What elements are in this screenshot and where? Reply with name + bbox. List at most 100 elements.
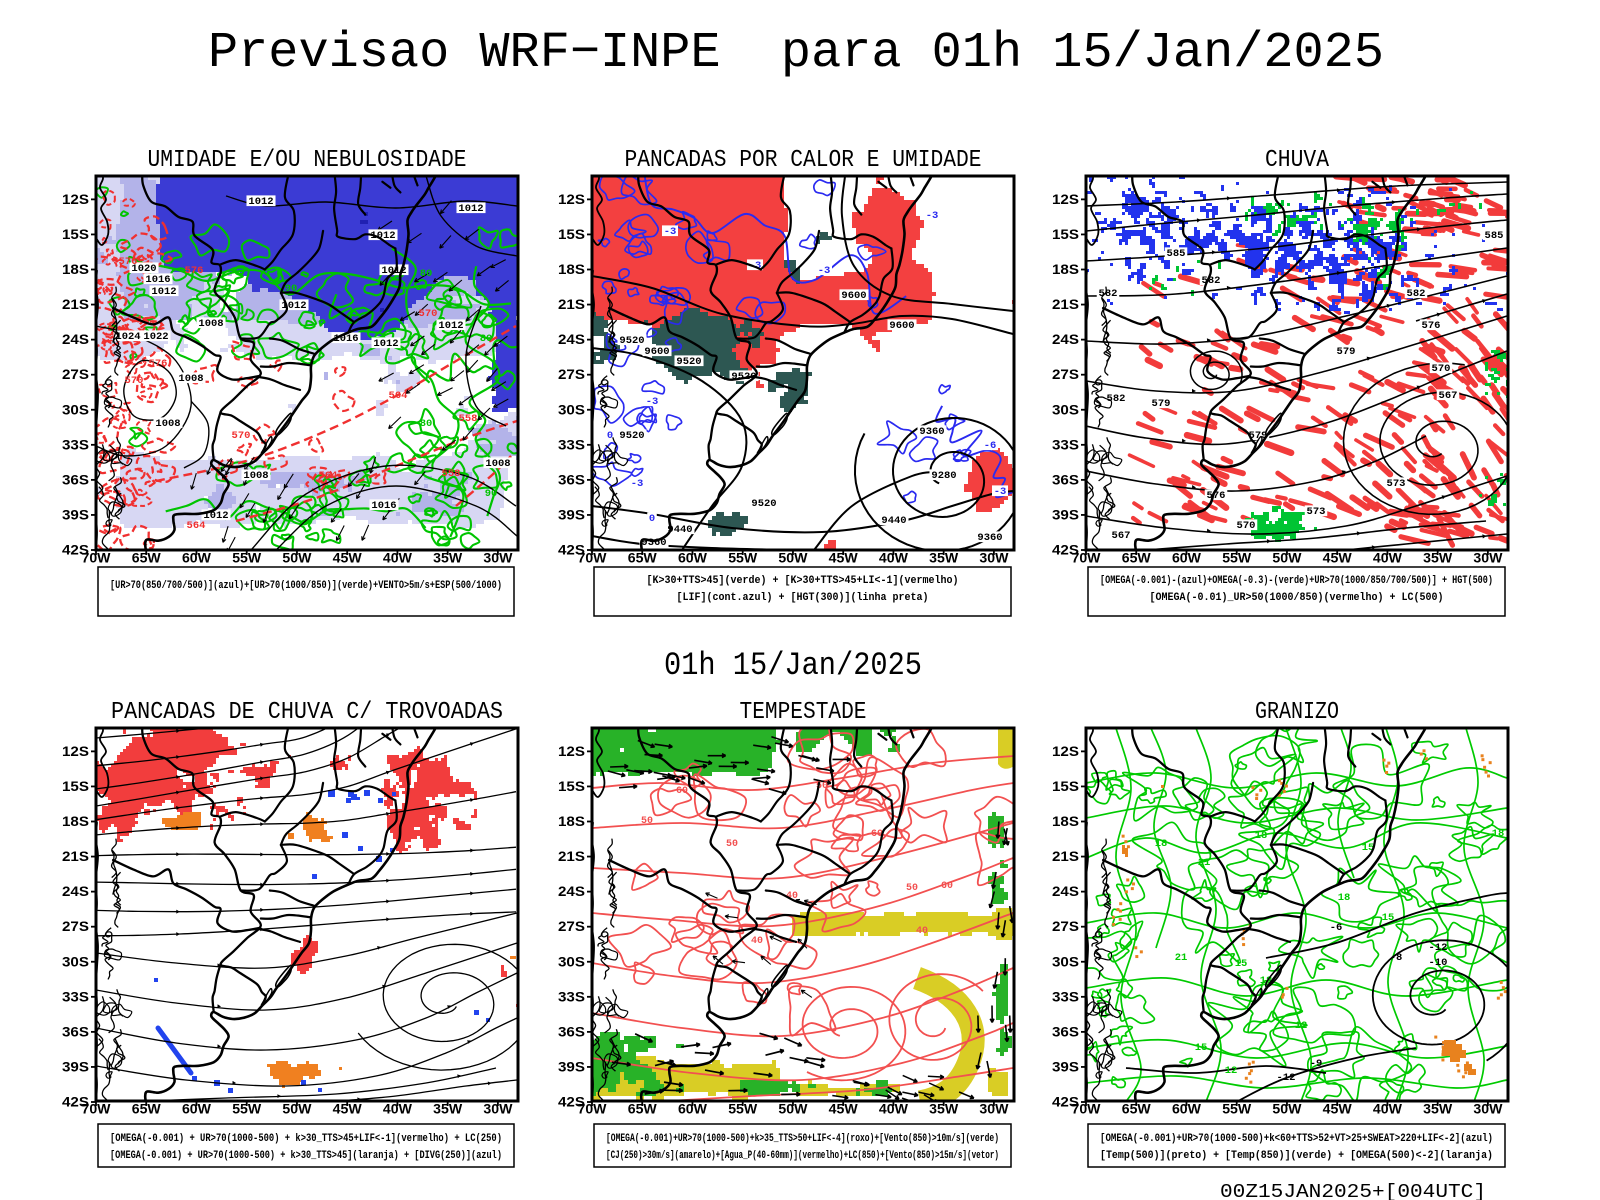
- svg-text:1016: 1016: [371, 500, 396, 512]
- svg-text:9600: 9600: [889, 320, 914, 332]
- svg-text:15S: 15S: [1052, 227, 1079, 242]
- svg-text:[OMEGA(-0.001) + UR>70(1000-50: [OMEGA(-0.001) + UR>70(1000-500) + k>30_…: [110, 1133, 502, 1145]
- svg-text:36S: 36S: [558, 472, 585, 487]
- svg-text:21S: 21S: [1052, 849, 1079, 864]
- svg-text:564: 564: [319, 470, 338, 482]
- svg-text:0: 0: [607, 430, 613, 442]
- svg-text:1012: 1012: [248, 196, 273, 208]
- svg-text:50W: 50W: [1272, 1102, 1301, 1117]
- svg-text:80: 80: [480, 333, 493, 345]
- svg-text:1008: 1008: [155, 418, 180, 430]
- svg-text:70W: 70W: [82, 1102, 111, 1117]
- svg-text:27S: 27S: [558, 919, 585, 934]
- svg-text:21S: 21S: [62, 297, 89, 312]
- svg-text:18S: 18S: [62, 262, 89, 277]
- svg-text:-12: -12: [1429, 942, 1448, 954]
- svg-text:567: 567: [1439, 390, 1458, 402]
- svg-text:[OMEGA(-0.001)-(azul)+OMEGA(-0: [OMEGA(-0.001)-(azul)+OMEGA(-0.3)-(verde…: [1100, 575, 1493, 587]
- svg-text:42S: 42S: [1052, 1095, 1079, 1110]
- svg-text:60: 60: [941, 881, 953, 892]
- svg-text:36S: 36S: [62, 1024, 89, 1039]
- svg-text:45W: 45W: [333, 551, 362, 566]
- svg-text:60W: 60W: [1172, 551, 1201, 566]
- svg-text:39S: 39S: [1052, 507, 1079, 522]
- svg-text:35W: 35W: [929, 551, 958, 566]
- svg-text:40: 40: [916, 926, 928, 937]
- svg-text:570: 570: [419, 308, 438, 320]
- svg-text:40W: 40W: [383, 551, 412, 566]
- svg-text:9600: 9600: [841, 290, 866, 302]
- svg-text:21S: 21S: [558, 297, 585, 312]
- svg-text:12S: 12S: [62, 192, 89, 207]
- svg-text:50: 50: [906, 883, 918, 894]
- svg-text:24S: 24S: [62, 332, 89, 347]
- svg-text:65W: 65W: [628, 1102, 657, 1117]
- svg-text:[LIF](cont.azul) + [HGT(300)](: [LIF](cont.azul) + [HGT(300)](linha pret…: [677, 592, 929, 604]
- svg-text:42S: 42S: [558, 543, 585, 558]
- svg-text:65W: 65W: [1122, 551, 1151, 566]
- svg-text:9520: 9520: [676, 356, 701, 368]
- svg-text:15S: 15S: [558, 227, 585, 242]
- svg-text:60W: 60W: [182, 551, 211, 566]
- svg-text:15S: 15S: [62, 227, 89, 242]
- svg-text:570: 570: [1237, 520, 1256, 532]
- svg-text:1016: 1016: [145, 274, 170, 286]
- svg-text:[OMEGA(-0.001) + UR>70(1000-50: [OMEGA(-0.001) + UR>70(1000-500) + k>30_…: [110, 1150, 502, 1162]
- svg-text:570: 570: [1432, 363, 1451, 375]
- svg-text:15: 15: [1235, 958, 1248, 970]
- svg-text:27S: 27S: [1052, 367, 1079, 382]
- svg-text:582: 582: [1107, 393, 1126, 405]
- svg-text:-6: -6: [1330, 922, 1343, 934]
- svg-text:33S: 33S: [558, 989, 585, 1004]
- svg-text:576: 576: [119, 256, 138, 268]
- svg-text:55W: 55W: [1222, 551, 1251, 566]
- svg-text:30W: 30W: [483, 1102, 512, 1117]
- svg-text:50: 50: [726, 839, 738, 850]
- svg-text:570: 570: [125, 375, 144, 387]
- svg-text:45W: 45W: [333, 1102, 362, 1117]
- svg-text:60: 60: [871, 829, 883, 840]
- svg-text:576: 576: [185, 265, 204, 277]
- svg-text:[K>30+TTS>45](verde) + [K>30+T: [K>30+TTS>45](verde) + [K>30+TTS>45+LI<-…: [647, 575, 959, 587]
- svg-text:18S: 18S: [62, 814, 89, 829]
- svg-text:36S: 36S: [1052, 472, 1079, 487]
- svg-text:21: 21: [1198, 857, 1211, 869]
- svg-text:70W: 70W: [1072, 1102, 1101, 1117]
- svg-text:1012: 1012: [438, 320, 463, 332]
- svg-text:18: 18: [1255, 830, 1268, 842]
- svg-text:60W: 60W: [182, 1102, 211, 1117]
- svg-text:9440: 9440: [667, 524, 692, 536]
- svg-text:21S: 21S: [62, 849, 89, 864]
- svg-text:35W: 35W: [1423, 1102, 1452, 1117]
- svg-text:[Temp(500)](preto) + [Temp(850: [Temp(500)](preto) + [Temp(850)](verde) …: [1100, 1150, 1493, 1162]
- svg-text:579: 579: [1337, 346, 1356, 358]
- svg-text:45W: 45W: [829, 1102, 858, 1117]
- svg-text:55W: 55W: [232, 1102, 261, 1117]
- svg-text:-3: -3: [631, 478, 644, 490]
- svg-text:35W: 35W: [929, 1102, 958, 1117]
- svg-text:30W: 30W: [1473, 1102, 1502, 1117]
- svg-text:18: 18: [1492, 828, 1505, 840]
- svg-text:15S: 15S: [1052, 779, 1079, 794]
- svg-text:60: 60: [676, 786, 688, 797]
- svg-text:12S: 12S: [62, 744, 89, 759]
- svg-text:9440: 9440: [881, 515, 906, 527]
- svg-text:579: 579: [1152, 398, 1171, 410]
- svg-text:40W: 40W: [879, 1102, 908, 1117]
- svg-text:42S: 42S: [1052, 543, 1079, 558]
- svg-text:40: 40: [751, 936, 763, 947]
- svg-text:564: 564: [187, 520, 206, 532]
- svg-text:[OMEGA(-0.001)+UR>70(1000-500): [OMEGA(-0.001)+UR>70(1000-500)+k<60+TTS>…: [1100, 1133, 1493, 1145]
- svg-text:70W: 70W: [578, 1102, 607, 1117]
- svg-text:33S: 33S: [62, 989, 89, 1004]
- svg-text:01h 15/Jan/2025: 01h 15/Jan/2025: [664, 647, 922, 684]
- svg-text:27S: 27S: [558, 367, 585, 382]
- svg-text:40W: 40W: [383, 1102, 412, 1117]
- svg-text:40W: 40W: [879, 551, 908, 566]
- svg-text:45W: 45W: [1323, 1102, 1352, 1117]
- svg-text:9520: 9520: [619, 335, 644, 347]
- svg-text:27S: 27S: [62, 919, 89, 934]
- svg-text:CHUVA: CHUVA: [1265, 147, 1330, 174]
- svg-text:30W: 30W: [979, 551, 1008, 566]
- svg-text:30S: 30S: [558, 402, 585, 417]
